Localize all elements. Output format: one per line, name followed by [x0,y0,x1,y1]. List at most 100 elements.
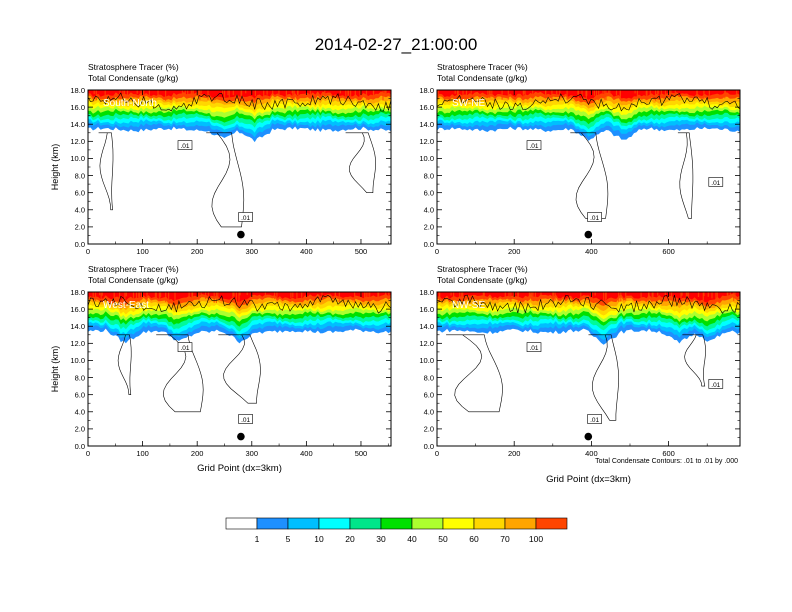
colorbar-swatch [349,517,382,530]
colorbar-swatch [473,517,506,530]
y-tick-label: 10.0 [419,356,434,365]
tracer-streak [648,292,650,301]
x-tick-label: 0 [435,247,439,256]
tracer-streak [457,90,459,97]
colorbar-swatch [504,517,537,530]
tracer-streak [388,292,390,299]
y-tick-label: 12.0 [70,137,85,146]
tracer-streak [113,292,115,303]
tracer-streak [504,292,506,300]
tracer-streak [534,292,536,297]
tracer-streak [239,292,241,296]
tracer-streak [687,292,689,299]
tracer-streak [224,90,226,100]
panel-header-line-2: Total Condensate (g/kg) [437,73,527,83]
colorbar-label: 5 [286,534,291,544]
tracer-streak [619,90,621,101]
tracer-streak [554,292,556,301]
x-tick-label: 100 [136,449,149,458]
tracer-streak [215,292,217,303]
tracer-streak [338,292,340,303]
tracer-streak [482,292,484,298]
tracer-streak [487,90,489,97]
tracer-streak [453,292,455,298]
tracer-streak [276,292,278,301]
tracer-streak [729,292,731,297]
tracer-streak [146,292,148,303]
tracer-streak [350,90,352,97]
x-tick-label: 300 [246,449,259,458]
tracer-band-100 [437,292,740,303]
panel-header-line-2: Total Condensate (g/kg) [88,73,178,83]
tracer-streak [296,292,298,302]
cloud-outline [218,334,261,404]
section-label: West-East [103,300,149,311]
tracer-streak [190,90,192,95]
cloud-outline [345,132,377,193]
tracer-streak [339,90,341,94]
panels: Stratosphere Tracer (%)Total Condensate … [50,62,741,485]
y-tick-label: 10.0 [70,154,85,163]
cloud-outline [588,334,619,421]
tracer-streak [508,292,510,301]
tracer-streak [217,292,219,300]
tracer-streak [664,90,667,97]
y-axis-label: Height (km) [50,346,60,393]
tracer-streak [365,90,368,100]
contour-label-box [238,414,253,424]
contour-label: .01 [590,417,599,424]
x-tick-label: 0 [86,247,90,256]
tracer-streak [213,292,215,303]
section-label: NW-SE [452,300,485,311]
tracer-streak [501,90,503,100]
tracer-streak [703,292,705,297]
tracer-streak [514,292,516,296]
panel-nw-se: Stratosphere Tracer (%)Total Condensate … [419,264,741,485]
contour-label: .01 [241,215,250,222]
tracer-streak [603,292,605,303]
tracer-streak [197,90,199,94]
tracer-streak [373,90,375,98]
tracer-streak [604,90,606,100]
tracer-streak [125,292,127,297]
colorbar-swatch [225,517,258,530]
y-tick-label: 8.0 [75,373,85,382]
x-tick-label: 600 [662,247,675,256]
tracer-streak [585,90,587,100]
y-tick-label: 8.0 [75,171,85,180]
x-tick-label: 400 [585,449,598,458]
colorbar-label: 60 [469,534,479,544]
tracer-streak [192,90,194,100]
tracer-streak [680,292,682,299]
contour-label-box [526,140,542,150]
tracer-streak [232,90,234,96]
tracer-streak [324,90,326,97]
tracer-streak [532,292,534,301]
x-tick-label: 400 [585,247,598,256]
tracer-streak [168,292,170,303]
y-tick-label: 2.0 [424,223,434,232]
tracer-streak [154,292,156,299]
tracer-streak [657,90,659,94]
tracer-band-100 [88,90,391,99]
tracer-streak [491,90,493,96]
tracer-streak [456,90,459,98]
tracer-band-100 [437,90,740,100]
y-tick-label: 16.0 [70,305,85,314]
tracer-streak [245,90,247,94]
tracer-streak [711,292,713,299]
cloud-outline [156,334,204,413]
tracer-field: .01 .01 .01 [437,90,740,244]
tracer-streak [483,292,485,301]
tracer-streak [462,292,464,301]
tracer-streak [347,90,350,98]
tracer-streak [354,292,356,303]
tracer-streak [198,292,200,300]
colorbar-label: 100 [529,534,543,544]
tracer-streak [101,292,103,296]
section-label: SW-NE [452,98,485,109]
y-tick-label: 18.0 [419,86,434,95]
tracer-streak [124,292,126,300]
tracer-streak [359,90,361,99]
tracer-streak [191,90,193,99]
